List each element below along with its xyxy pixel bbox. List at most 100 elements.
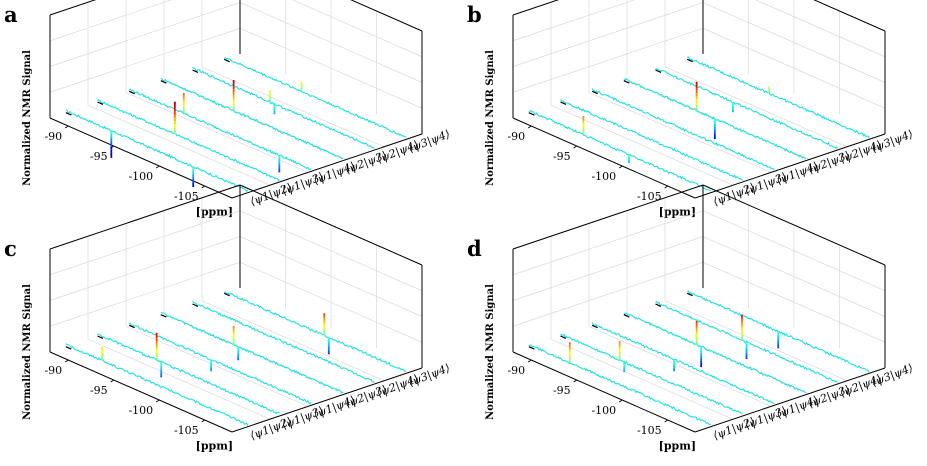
series-marker <box>128 90 135 95</box>
grid-line <box>201 300 385 382</box>
series-marker <box>528 112 535 116</box>
axis-edge <box>239 184 423 266</box>
x-tick-label: -95 <box>553 150 571 163</box>
y-axis-label: Normalized NMR Signal <box>485 50 496 186</box>
series-marker <box>223 292 230 297</box>
series-marker <box>65 112 72 116</box>
x-tick <box>110 145 114 149</box>
series-marker <box>655 69 662 73</box>
x-tick <box>527 359 532 363</box>
spectrum-line <box>560 99 743 181</box>
grid-line <box>49 0 423 32</box>
series-marker <box>65 346 72 350</box>
spectrum-line <box>591 322 775 404</box>
axes-box <box>49 184 423 433</box>
grid-line <box>550 104 734 186</box>
grid-line <box>512 210 886 292</box>
series-label: ⟨ψ3|ψ4⟩ <box>870 127 916 156</box>
spectrum-line <box>528 109 712 192</box>
grid-line <box>201 66 385 148</box>
axis-edge <box>49 351 233 433</box>
grid-line <box>588 92 772 173</box>
x-tick <box>64 359 69 363</box>
grid-line <box>49 27 423 109</box>
axis-edge <box>512 351 696 433</box>
axis-edge <box>231 133 423 199</box>
x-tick-label: -105 <box>174 424 199 437</box>
series-marker <box>160 80 167 84</box>
series-marker <box>223 58 230 63</box>
x-tick <box>64 125 69 129</box>
spectra <box>528 290 870 425</box>
x-tick <box>618 399 623 403</box>
grid-line <box>512 2 886 83</box>
grid-line <box>512 261 886 343</box>
series-marker <box>192 69 199 73</box>
axis-edge <box>231 367 423 433</box>
series-marker <box>97 101 104 105</box>
spectrum-line <box>160 311 344 394</box>
grid-line <box>49 261 423 343</box>
series-marker <box>655 303 662 307</box>
x-tick-label: -105 <box>174 190 199 203</box>
series-marker <box>97 335 104 339</box>
x-tick-label: -95 <box>90 384 108 397</box>
spectrum-line <box>224 57 407 138</box>
spectrum-line <box>560 333 743 415</box>
x-axis-label: [ppm] <box>659 205 696 218</box>
series-label: ⟨ψ3|ψ4⟩ <box>407 361 453 390</box>
series-marker <box>192 303 199 307</box>
series-marker <box>591 90 598 95</box>
axis-edge <box>694 133 886 199</box>
grid-line <box>49 210 423 292</box>
series-marker <box>686 58 693 63</box>
spectrum-line <box>129 88 312 171</box>
x-tick <box>618 165 623 169</box>
x-tick-label: -105 <box>637 190 662 203</box>
axis-edge <box>350 0 423 32</box>
series-marker <box>160 314 167 318</box>
x-tick <box>573 145 577 149</box>
x-tick <box>155 399 160 403</box>
spectrum-line <box>655 68 838 149</box>
axes-box <box>512 184 886 433</box>
x-tick <box>201 185 205 189</box>
x-tick-label: -100 <box>128 404 153 417</box>
grid-line <box>512 27 886 109</box>
spectrum-line <box>160 77 344 160</box>
spectrum-line <box>528 344 711 425</box>
spectrum-line <box>97 333 280 415</box>
grid-line <box>664 66 848 148</box>
spectrum-line <box>192 66 375 149</box>
spectrum-line <box>192 300 375 383</box>
panel-d: -90-95-100-105[ppm]⟨ψ1|ψ2⟩⟨ψ1|ψ3⟩⟨ψ1|ψ4⟩… <box>467 184 915 452</box>
x-axis-label: [ppm] <box>196 205 233 218</box>
spectrum-line <box>224 291 407 372</box>
x-tick-label: -90 <box>507 130 525 143</box>
x-tick-label: -90 <box>507 364 525 377</box>
x-tick <box>573 379 577 383</box>
spectra <box>65 57 407 193</box>
x-tick <box>201 419 205 423</box>
axis-edge <box>694 367 886 433</box>
grid-line <box>87 338 271 420</box>
x-tick <box>155 165 160 169</box>
x-tick <box>664 419 668 423</box>
axis-edge <box>512 0 560 16</box>
series-marker <box>591 324 598 329</box>
x-tick-label: -90 <box>44 364 62 377</box>
spectrum-line <box>65 109 249 193</box>
x-axis-label: [ppm] <box>659 439 696 452</box>
x-tick-label: -100 <box>591 404 616 417</box>
panel-a: -90-95-100-105[ppm]⟨ψ1|ψ2⟩⟨ψ1|ψ3⟩⟨ψ1|ψ4⟩… <box>4 0 452 218</box>
grid-line <box>49 2 423 83</box>
spectrum-line <box>129 322 312 405</box>
series-marker <box>623 80 630 84</box>
x-tick-label: -100 <box>591 170 616 183</box>
x-tick-label: -95 <box>553 384 571 397</box>
y-axis-label: Normalized NMR Signal <box>22 284 33 420</box>
x-tick-label: -105 <box>637 424 662 437</box>
series-label: ⟨ψ3|ψ4⟩ <box>407 127 453 156</box>
grid-line <box>550 338 734 420</box>
grid-line <box>588 326 772 407</box>
